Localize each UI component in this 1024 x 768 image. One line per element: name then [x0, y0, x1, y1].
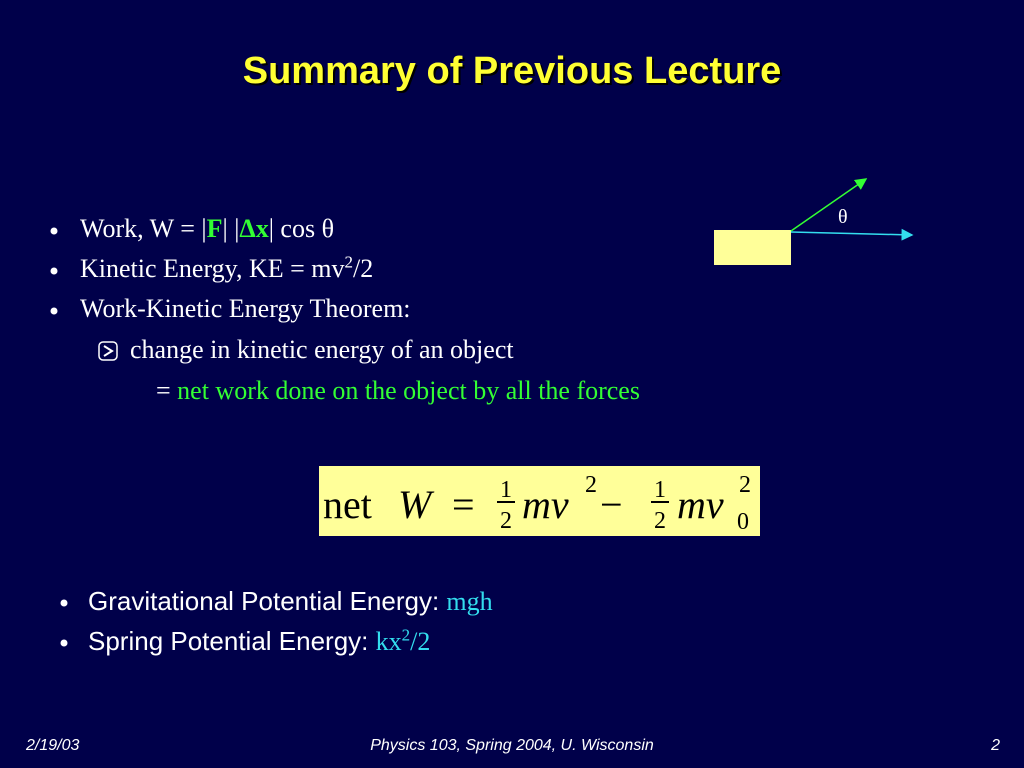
text: net work done on the object by all the f… — [177, 376, 640, 405]
angle-label: θ — [838, 206, 848, 228]
text: /2 — [410, 627, 431, 656]
superscript: 2 — [344, 252, 354, 272]
text: kx — [375, 627, 402, 656]
block — [714, 230, 791, 265]
text: Gravitational Potential Energy: — [88, 586, 447, 616]
equation: net W = 1 2 mv 2 − 1 2 mv 2 0 — [319, 466, 760, 536]
eq-equals: = — [452, 482, 475, 527]
footer-date: 2/19/03 — [26, 737, 80, 754]
text: Spring Potential Energy: — [88, 626, 376, 656]
bullet-text: Kinetic Energy, KE = mv2/2 — [80, 252, 374, 284]
eq-w: W — [398, 482, 435, 527]
bullet — [50, 307, 58, 315]
text: Kinetic Energy, KE = mv — [80, 254, 345, 283]
eq-num: 1 — [500, 477, 512, 503]
footer-course: Physics 103, Spring 2004, U. Wisconsin — [370, 737, 654, 754]
bullet — [50, 267, 58, 275]
text: F — [206, 214, 223, 243]
text: /2 — [353, 254, 374, 283]
bullet-text: Gravitational Potential Energy: mgh — [88, 586, 493, 617]
text: | cos θ — [268, 214, 335, 243]
bullet — [60, 599, 68, 607]
title: Summary of Previous Lecture — [242, 50, 782, 92]
footer-page: 2 — [991, 737, 1000, 754]
bullet-text: Spring Potential Energy: kx2/2 — [88, 626, 430, 657]
text: Δx — [239, 214, 269, 243]
bullet — [50, 227, 58, 235]
eq-sub: 0 — [737, 509, 749, 535]
force-arrow — [790, 178, 868, 232]
text: = — [156, 376, 178, 405]
bullet — [60, 639, 68, 647]
superscript: 2 — [401, 625, 411, 645]
eq-den: 2 — [500, 508, 512, 534]
displacement-arrow — [790, 228, 914, 241]
sub-bullet-text: = net work done on the object by all the… — [156, 376, 640, 406]
eq-mv: mv — [677, 482, 724, 527]
eq-minus: − — [600, 482, 623, 527]
text: Work, W = | — [80, 214, 207, 243]
equation-box — [319, 466, 760, 536]
eq-mv: mv — [522, 482, 569, 527]
eq-net: net — [323, 482, 372, 527]
arrow-icon — [98, 341, 118, 361]
bullet-text: Work-Kinetic Energy Theorem: — [80, 294, 411, 323]
eq-exp: 2 — [739, 472, 751, 498]
text: mgh — [446, 587, 493, 616]
eq-exp: 2 — [585, 472, 597, 498]
eq-den: 2 — [654, 508, 666, 534]
eq-num: 1 — [654, 477, 666, 503]
text: | | — [222, 214, 240, 243]
bullet-text: Work, W = |F| |Δx| cos θ — [80, 214, 334, 244]
sub-bullet-text: change in kinetic energy of an object — [130, 335, 514, 364]
